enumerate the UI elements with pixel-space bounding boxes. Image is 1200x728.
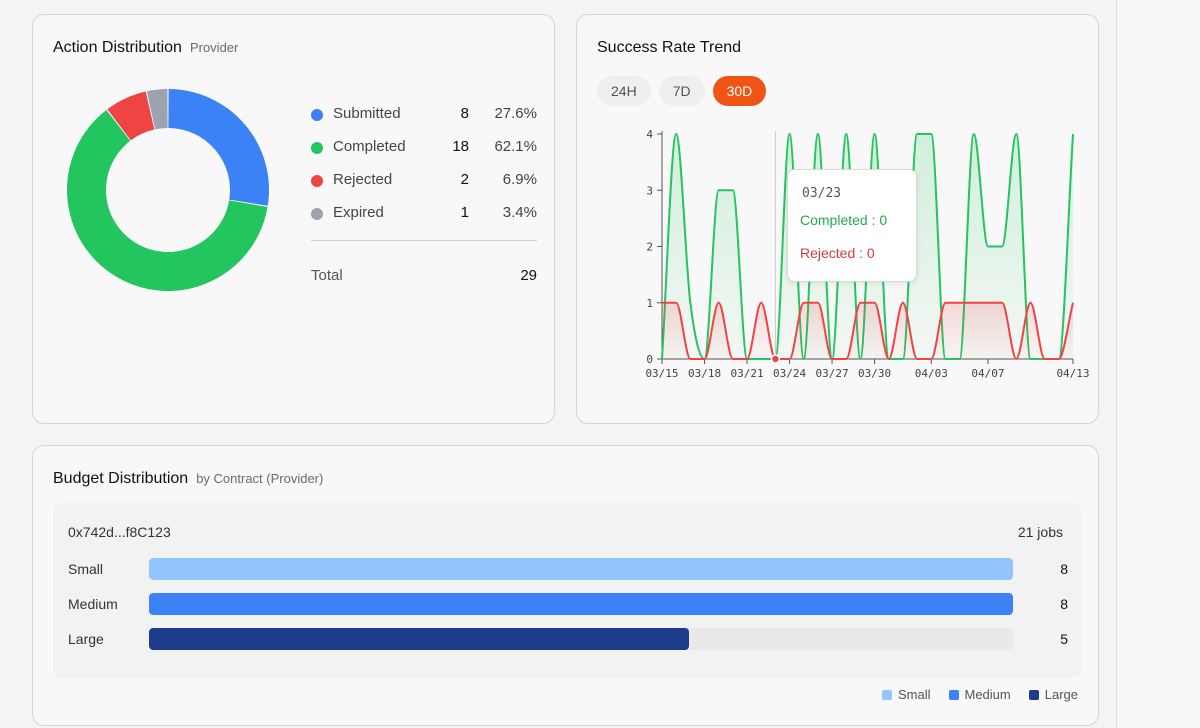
legend-count: 8 bbox=[460, 105, 469, 122]
budget-bar-track bbox=[149, 593, 1013, 615]
action-distribution-title: Action Distribution Provider bbox=[53, 39, 238, 57]
legend-item-expired[interactable]: Expired 1 3.4% bbox=[311, 204, 537, 237]
budget-row-value: 8 bbox=[1060, 596, 1068, 612]
donut-slice-submitted[interactable] bbox=[168, 89, 269, 206]
total-value: 29 bbox=[520, 267, 537, 284]
budget-row-value: 5 bbox=[1060, 631, 1068, 647]
y-tick-label: 3 bbox=[646, 184, 653, 197]
budget-distribution-card: Budget Distribution by Contract (Provider… bbox=[32, 445, 1099, 726]
legend-percent: 3.4% bbox=[502, 204, 537, 221]
budget-row-label: Large bbox=[68, 631, 104, 647]
budget-bar-track bbox=[149, 628, 1013, 650]
legend-dot bbox=[311, 142, 323, 154]
range-tabs: 24H 7D 30D bbox=[597, 76, 767, 106]
legend-label: Completed bbox=[333, 138, 406, 155]
legend-percent: 27.6% bbox=[494, 105, 537, 122]
tooltip-rejected: Rejected : 0 bbox=[800, 245, 875, 261]
card-subtitle: Provider bbox=[189, 40, 239, 55]
budget-bar-medium[interactable] bbox=[149, 593, 1013, 615]
budget-row-medium: Medium 8 bbox=[68, 593, 1068, 615]
right-rail bbox=[1116, 0, 1200, 728]
legend-label: Large bbox=[1044, 687, 1078, 702]
x-tick-label: 03/15 bbox=[645, 367, 678, 380]
legend-swatch bbox=[948, 689, 959, 700]
legend-label: Small bbox=[897, 687, 931, 702]
legend-dot bbox=[311, 109, 323, 121]
x-tick-label: 04/13 bbox=[1056, 367, 1089, 380]
chart-tooltip: 03/23 Completed : 0 Rejected : 0 bbox=[787, 169, 917, 282]
card-subtitle: by Contract (Provider) bbox=[196, 471, 324, 486]
budget-bar-large[interactable] bbox=[149, 628, 689, 650]
y-tick-label: 0 bbox=[646, 353, 653, 366]
range-tab-24h[interactable]: 24H bbox=[597, 76, 651, 106]
budget-distribution-title: Budget Distribution by Contract (Provider… bbox=[53, 470, 323, 488]
legend-dot bbox=[311, 175, 323, 187]
success-trend-title: Success Rate Trend bbox=[597, 39, 742, 56]
budget-bar-small[interactable] bbox=[149, 558, 1013, 580]
card-title-text: Budget Distribution bbox=[53, 470, 189, 487]
budget-legend-medium[interactable]: Medium bbox=[948, 687, 1011, 702]
area-rejected bbox=[662, 302, 1073, 359]
legend-divider bbox=[311, 240, 537, 241]
x-tick-label: 04/07 bbox=[971, 367, 1004, 380]
legend-swatch bbox=[1028, 689, 1039, 700]
total-label: Total bbox=[311, 267, 343, 284]
donut-slice-completed[interactable] bbox=[66, 109, 268, 291]
budget-row-label: Medium bbox=[68, 596, 118, 612]
tooltip-completed: Completed : 0 bbox=[800, 212, 888, 228]
x-tick-label: 04/03 bbox=[915, 367, 948, 380]
legend-item-submitted[interactable]: Submitted 8 27.6% bbox=[311, 105, 537, 138]
y-tick-label: 4 bbox=[646, 128, 653, 141]
x-tick-label: 03/21 bbox=[730, 367, 763, 380]
range-tab-30d[interactable]: 30D bbox=[712, 76, 767, 106]
budget-bar-track bbox=[149, 558, 1013, 580]
donut-slice-expired[interactable] bbox=[146, 89, 168, 130]
legend-count: 18 bbox=[452, 138, 469, 155]
budget-row-small: Small 8 bbox=[68, 558, 1068, 580]
success-rate-trend-card: 0 1 2 3 4 03/15 03/18 03/21 03/24 03/27 03/30 04/03… bbox=[576, 14, 1099, 424]
contract-panel: 0x742d...f8C123 21 jobs Small 8 Medium 8 Lar… bbox=[53, 503, 1081, 678]
legend-label: Expired bbox=[333, 204, 384, 221]
contract-address[interactable]: 0x742d...f8C123 bbox=[68, 524, 171, 540]
action-distribution-card: Action Distribution Provider Submitted 8 27… bbox=[32, 14, 555, 424]
x-tick-label: 03/24 bbox=[773, 367, 806, 380]
legend-percent: 6.9% bbox=[502, 171, 537, 188]
donut-slice-rejected[interactable] bbox=[107, 91, 155, 141]
tooltip-date: 03/23 bbox=[802, 186, 842, 201]
x-tick-label: 03/30 bbox=[858, 367, 891, 380]
legend-total-row: Total 29 bbox=[311, 267, 537, 284]
active-point bbox=[770, 354, 781, 364]
legend-label: Rejected bbox=[333, 171, 393, 188]
budget-legend-small[interactable]: Small bbox=[881, 687, 931, 702]
legend-label: Medium bbox=[964, 687, 1011, 702]
budget-row-value: 8 bbox=[1060, 561, 1068, 577]
legend-count: 1 bbox=[460, 204, 469, 221]
x-tick-label: 03/27 bbox=[816, 367, 849, 380]
budget-legend: Small Medium Large bbox=[881, 687, 1078, 702]
line-rejected bbox=[662, 301, 1074, 361]
contract-job-count: 21 jobs bbox=[1017, 524, 1063, 540]
y-tick-label: 2 bbox=[646, 241, 653, 254]
budget-row-large: Large 5 bbox=[68, 628, 1068, 650]
legend-item-rejected[interactable]: Rejected 2 6.9% bbox=[311, 171, 537, 204]
y-tick-label: 1 bbox=[646, 297, 653, 310]
action-legend: Submitted 8 27.6% Completed 18 62.1% Rejected 2… bbox=[311, 105, 537, 284]
budget-legend-large[interactable]: Large bbox=[1028, 687, 1078, 702]
legend-label: Submitted bbox=[333, 105, 401, 122]
legend-dot bbox=[311, 208, 323, 220]
budget-row-label: Small bbox=[68, 561, 104, 577]
legend-swatch bbox=[881, 689, 892, 700]
legend-percent: 62.1% bbox=[494, 138, 537, 155]
x-tick-label: 03/18 bbox=[688, 367, 721, 380]
legend-count: 2 bbox=[460, 171, 469, 188]
range-tab-7d[interactable]: 7D bbox=[658, 76, 705, 106]
donut-chart bbox=[66, 89, 269, 291]
legend-item-completed[interactable]: Completed 18 62.1% bbox=[311, 138, 537, 171]
card-title-text: Action Distribution bbox=[53, 39, 182, 56]
